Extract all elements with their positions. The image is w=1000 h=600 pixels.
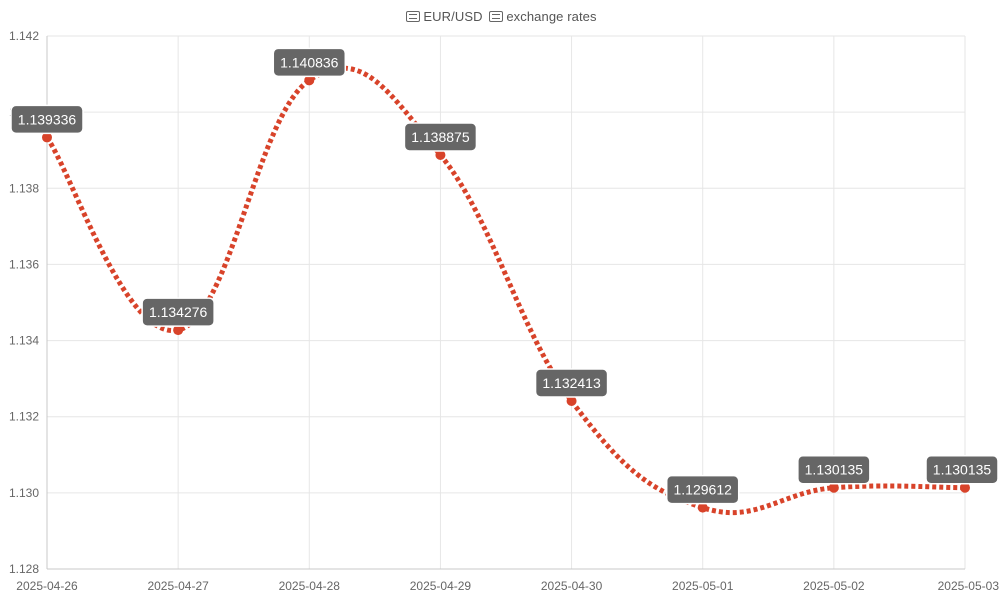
x-tick-label: 2025-05-01	[672, 579, 734, 593]
x-tick-label: 2025-05-02	[803, 579, 865, 593]
x-tick-label: 2025-04-26	[16, 579, 78, 593]
data-label-box	[141, 297, 215, 327]
y-tick-label: 1.138	[9, 181, 39, 195]
data-label-box	[272, 47, 347, 78]
data-label-text: 1.139336	[18, 111, 77, 127]
chart-title-pair: EUR/USD	[423, 9, 483, 24]
data-label: 1.130135	[925, 454, 999, 485]
data-label-box	[925, 454, 999, 485]
chart-title: EUR/USD exchange rates	[0, 9, 1000, 24]
data-label: 1.139336	[10, 104, 84, 135]
data-label: 1.132413	[534, 368, 609, 398]
data-label-box	[797, 454, 871, 485]
data-label-box	[665, 474, 740, 505]
data-point	[697, 502, 708, 513]
data-point	[173, 325, 184, 336]
data-label-box	[10, 104, 84, 135]
data-label-text: 1.132413	[542, 375, 601, 391]
data-label: 1.134276	[141, 297, 215, 327]
data-label-text: 1.130135	[933, 462, 992, 478]
data-label-text: 1.134276	[149, 304, 208, 320]
data-point	[42, 132, 52, 143]
series-line	[44, 65, 966, 516]
data-label-box	[534, 368, 609, 398]
y-tick-label: 1.134	[9, 334, 39, 348]
data-label-box	[403, 122, 478, 152]
data-label: 1.140836	[272, 47, 347, 78]
x-tick-label: 2025-04-27	[147, 579, 209, 593]
data-point	[828, 482, 839, 493]
x-tick-label: 2025-04-29	[410, 579, 472, 593]
x-tick-label: 2025-04-28	[279, 579, 341, 593]
data-label-text: 1.130135	[805, 462, 864, 478]
y-tick-label: 1.142	[9, 29, 39, 43]
data-label-text: 1.129612	[674, 482, 733, 498]
us-flag-icon	[489, 11, 504, 22]
x-tick-label: 2025-05-03	[938, 579, 1000, 593]
data-label: 1.129612	[665, 474, 740, 505]
x-tick-label: 2025-04-30	[541, 579, 603, 593]
y-tick-label: 1.136	[9, 257, 39, 271]
data-label-text: 1.138875	[411, 129, 470, 145]
data-label-text: 1.140836	[280, 54, 339, 70]
data-point	[960, 482, 970, 493]
data-label: 1.130135	[797, 454, 871, 485]
grid-lines	[46, 35, 966, 570]
data-point	[304, 75, 315, 86]
y-tick-label: 1.128	[9, 562, 39, 576]
y-tick-label: 1.130	[9, 486, 39, 500]
eu-flag-icon	[406, 11, 421, 22]
data-label: 1.138875	[403, 122, 478, 152]
data-point	[566, 395, 577, 406]
chart-title-rest: exchange rates	[506, 9, 597, 24]
y-tick-label: 1.132	[9, 410, 39, 424]
data-point	[435, 149, 446, 160]
